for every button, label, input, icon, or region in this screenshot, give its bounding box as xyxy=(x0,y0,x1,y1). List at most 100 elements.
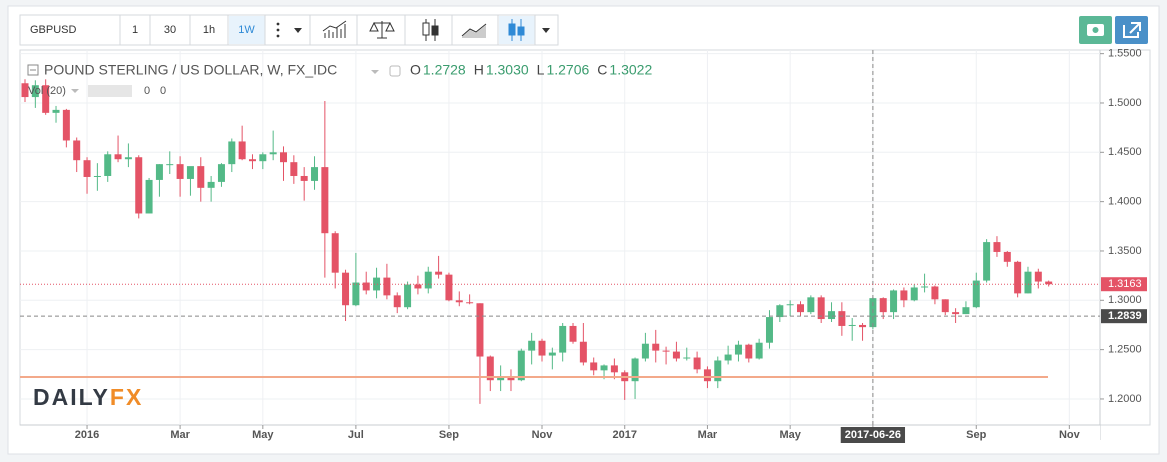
indicators-button[interactable] xyxy=(322,20,347,38)
candle-body xyxy=(93,175,101,177)
candle-body xyxy=(941,299,949,313)
candles-button[interactable] xyxy=(422,19,439,41)
candle-body xyxy=(42,85,50,113)
candle-body xyxy=(300,175,308,181)
candle-body xyxy=(983,242,991,281)
logo: DAILYFX xyxy=(33,384,143,410)
candle-body xyxy=(672,351,680,359)
popout-icon xyxy=(1123,22,1141,38)
candle-body xyxy=(455,300,463,303)
chart-frame xyxy=(19,49,1151,426)
candle-body xyxy=(248,159,256,162)
series-title: POUND STERLING / US DOLLAR, W, FX_IDC xyxy=(44,62,337,78)
toolbar: GBPUSD 1 30 1h 1W xyxy=(19,14,559,46)
interval-button[interactable]: 1 xyxy=(132,24,138,36)
y-tick-label: 1.5000 xyxy=(1108,97,1142,109)
y-tick-label: 1.5500 xyxy=(1108,48,1142,60)
candle-body xyxy=(497,376,505,381)
candle-body xyxy=(538,340,546,356)
candle-body xyxy=(352,282,360,306)
readout-key: O xyxy=(410,62,421,78)
candle-body xyxy=(703,369,711,382)
active-interval xyxy=(229,16,265,44)
candle-body xyxy=(414,284,422,289)
interval-button[interactable]: 30 xyxy=(164,24,176,36)
candle-body xyxy=(797,304,804,313)
candle-body xyxy=(393,295,401,308)
candle-body xyxy=(1045,281,1053,285)
candle-body xyxy=(269,152,277,155)
dropdown-icon[interactable] xyxy=(294,28,302,33)
x-tick-label: 2016 xyxy=(75,429,99,441)
indicator-name: Vol (20) xyxy=(28,85,66,97)
dropdown-icon[interactable] xyxy=(542,28,550,33)
candle-body xyxy=(83,160,91,177)
candle-body xyxy=(280,152,287,163)
candle-body xyxy=(683,357,691,359)
candle-body xyxy=(910,287,918,301)
interval-button[interactable]: 1W xyxy=(238,24,255,36)
candle-body xyxy=(600,365,608,371)
candle-body xyxy=(559,325,567,353)
crosshair-price-label: 1.2839 xyxy=(1108,310,1142,322)
candle-body xyxy=(652,343,660,351)
toolbar-frame xyxy=(19,14,559,46)
x-tick-label: Nov xyxy=(532,429,554,441)
indicator-dropdown[interactable] xyxy=(71,89,79,93)
candle-body xyxy=(848,324,856,326)
candle-body xyxy=(62,109,70,141)
candle-body xyxy=(435,271,443,275)
candle-body xyxy=(817,297,825,320)
candle-body xyxy=(383,277,391,296)
x-tick-label: Sep xyxy=(439,429,459,441)
candle-body xyxy=(931,286,939,300)
candle-body xyxy=(765,317,773,343)
settings-icon[interactable] xyxy=(389,65,401,77)
candle-body xyxy=(342,272,350,306)
candle-body xyxy=(466,302,474,304)
readout-value: 1.3030 xyxy=(486,62,529,78)
x-tick-label: Mar xyxy=(698,429,718,441)
plot xyxy=(21,79,1053,404)
area-button[interactable] xyxy=(461,23,487,38)
readout-value: 1.2706 xyxy=(546,62,589,78)
indicator-value: 0 xyxy=(160,85,166,97)
title-dropdown[interactable] xyxy=(371,70,379,74)
ohlc-readout: O 1.2728 H 1.3030 L 1.2706 C 1.3022 xyxy=(410,62,652,78)
snapshot-button[interactable] xyxy=(1079,16,1112,44)
candle-body xyxy=(734,344,742,355)
candle-body xyxy=(238,141,246,160)
indicator-controls[interactable] xyxy=(88,85,132,97)
candle-body xyxy=(124,157,132,160)
interval-button[interactable]: 1h xyxy=(203,24,215,36)
compare-button[interactable] xyxy=(369,21,395,39)
candle-body xyxy=(859,324,867,328)
candle-body xyxy=(166,164,174,166)
last-price-label: 1.3163 xyxy=(1108,278,1142,290)
candle-body xyxy=(724,354,732,361)
candle-body xyxy=(207,181,215,188)
candle-body xyxy=(776,305,784,318)
active-style xyxy=(499,16,535,44)
more-button[interactable] xyxy=(276,22,280,38)
y-tick-label: 1.3500 xyxy=(1108,245,1142,257)
x-tick-label: Sep xyxy=(966,429,986,441)
candle-body xyxy=(693,357,701,370)
candle-body xyxy=(21,83,29,98)
popout-button[interactable] xyxy=(1115,16,1148,44)
candle-body xyxy=(745,344,753,359)
candle-body xyxy=(879,298,887,313)
symbol[interactable]: GBPUSD xyxy=(30,24,77,36)
candle-body xyxy=(641,343,649,359)
candle-body xyxy=(259,154,267,162)
candle-body xyxy=(331,233,339,273)
candle-body xyxy=(890,290,898,313)
candle-body xyxy=(807,297,815,313)
candle-body xyxy=(590,362,598,371)
candle-style-button[interactable] xyxy=(508,19,525,41)
readout-value: 1.2728 xyxy=(423,62,466,78)
x-tick-label: Nov xyxy=(1059,429,1081,441)
camera-lens xyxy=(1091,26,1100,34)
